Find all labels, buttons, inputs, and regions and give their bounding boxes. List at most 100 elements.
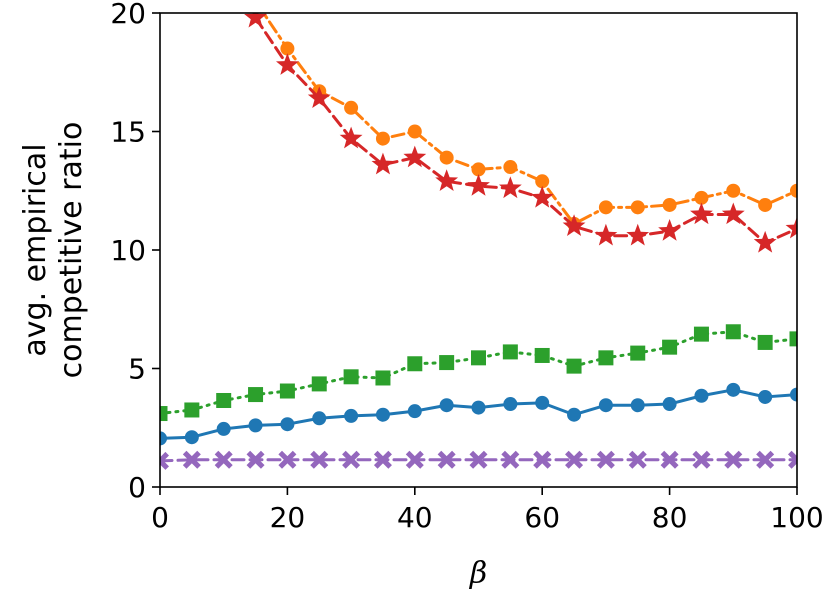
data-point (565, 450, 584, 469)
data-point (594, 223, 618, 246)
data-point (596, 450, 615, 469)
data-point (721, 202, 745, 225)
data-point (598, 398, 613, 413)
data-point (471, 350, 486, 366)
data-point (535, 174, 550, 189)
series-blue-circle-solid (160, 382, 797, 446)
series-layer (160, 0, 797, 470)
data-point (375, 407, 390, 422)
data-point (785, 216, 797, 239)
data-point (530, 185, 554, 208)
data-point (407, 124, 422, 139)
data-point (467, 174, 490, 196)
series-green-square-dotted (160, 324, 797, 422)
data-point (249, 0, 263, 8)
y-axis-label: avg. empirical competitive ratio (18, 122, 89, 379)
data-point (626, 223, 650, 246)
data-point (567, 407, 582, 422)
data-point (788, 450, 797, 469)
data-point (280, 417, 295, 432)
data-point (439, 150, 454, 165)
x-tick-label: 60 (524, 501, 560, 534)
data-point (660, 450, 679, 469)
data-point (533, 450, 552, 469)
data-point (310, 450, 329, 469)
x-tick-label: 20 (270, 501, 306, 534)
data-point (630, 398, 645, 413)
data-point (403, 145, 427, 168)
data-point (662, 397, 677, 412)
data-point (534, 347, 550, 363)
x-tick-label: 40 (397, 501, 433, 534)
data-point (184, 430, 199, 445)
data-point (693, 326, 709, 342)
x-axis-label: β (469, 556, 487, 591)
data-point (248, 418, 263, 433)
data-point (278, 450, 297, 469)
data-point (690, 202, 713, 225)
data-point (503, 397, 518, 412)
data-point (342, 450, 361, 469)
data-point (756, 450, 775, 469)
data-point (694, 388, 709, 403)
data-point (630, 200, 645, 215)
data-point (753, 230, 777, 253)
data-point (658, 219, 682, 241)
data-point (312, 411, 327, 426)
data-point (339, 126, 363, 149)
data-point (160, 451, 169, 470)
data-point (407, 356, 423, 372)
data-point (373, 450, 392, 469)
data-point (598, 200, 613, 215)
data-point (280, 41, 295, 56)
y-axis-label-line-2: competitive ratio (54, 122, 89, 379)
x-tick-label: 100 (770, 501, 823, 534)
data-point (469, 450, 488, 469)
data-point (275, 53, 299, 75)
data-point (498, 176, 522, 199)
tick-layer: 0 20 40 60 80 100 0 5 10 15 20 (110, 0, 823, 534)
data-point (724, 450, 743, 469)
data-point (662, 339, 678, 355)
data-point (344, 408, 359, 423)
data-point (248, 387, 264, 403)
plot-frame (159, 12, 798, 488)
data-point (216, 392, 232, 408)
data-point (694, 190, 709, 205)
data-point (182, 450, 201, 469)
data-point (371, 152, 395, 175)
data-point (343, 369, 359, 385)
data-point (566, 358, 582, 374)
data-point (630, 345, 646, 361)
data-point (758, 389, 773, 404)
data-point (307, 86, 331, 109)
data-point (726, 382, 741, 397)
series-line (261, 13, 797, 226)
data-point (216, 421, 231, 436)
x-tick-label: 80 (652, 501, 688, 534)
data-point (501, 450, 520, 469)
data-point (535, 395, 550, 410)
data-point (435, 169, 459, 191)
data-point (344, 100, 359, 115)
data-point (160, 406, 168, 422)
data-point (726, 183, 741, 198)
data-point (503, 160, 518, 175)
data-point (184, 402, 200, 418)
data-point (628, 450, 647, 469)
y-tick-label: 0 (128, 471, 146, 504)
y-axis-label-line-1: avg. empirical (18, 143, 53, 356)
data-point (725, 324, 741, 340)
data-point (311, 376, 327, 392)
data-point (562, 214, 586, 237)
data-point (790, 387, 797, 402)
data-point (598, 350, 614, 366)
data-point (471, 400, 486, 415)
y-tick-label: 20 (110, 0, 146, 30)
series-red-star-dashed (244, 13, 797, 253)
data-point (758, 197, 773, 212)
series-purple-x-dashed (160, 450, 797, 470)
y-tick-label: 5 (128, 353, 146, 386)
series-line (254, 16, 797, 245)
